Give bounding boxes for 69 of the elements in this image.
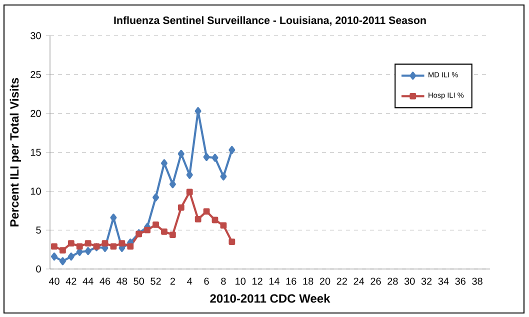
x-tick-label: 38 bbox=[472, 278, 482, 285]
point bbox=[127, 243, 134, 250]
point bbox=[160, 159, 168, 168]
x-tick-label: 44 bbox=[82, 278, 94, 285]
point bbox=[76, 243, 83, 250]
point bbox=[118, 240, 126, 247]
x-tick-label: 26 bbox=[370, 278, 381, 285]
x-tick-label: 40 bbox=[48, 278, 60, 285]
chart-title: Influenza Sentinel Surveillance - Louisiana, 2010-2011 Season bbox=[114, 16, 426, 26]
point bbox=[169, 232, 176, 238]
point bbox=[110, 243, 117, 250]
y-tick-label: 20 bbox=[30, 110, 41, 117]
point bbox=[59, 247, 66, 254]
x-tick-label: 4 bbox=[187, 278, 192, 285]
x-tick-label: 6 bbox=[204, 278, 209, 285]
point bbox=[228, 238, 236, 245]
point bbox=[84, 247, 92, 256]
point bbox=[228, 146, 236, 154]
x-tick-label: 48 bbox=[116, 278, 128, 285]
point bbox=[220, 172, 227, 180]
point bbox=[152, 221, 159, 228]
x-tick-label: 16 bbox=[286, 278, 296, 285]
point bbox=[51, 243, 58, 250]
point bbox=[102, 240, 108, 247]
x-tick-label: 32 bbox=[421, 278, 432, 285]
point bbox=[186, 188, 193, 196]
point bbox=[212, 154, 218, 162]
point bbox=[220, 222, 227, 229]
point bbox=[110, 214, 117, 222]
point bbox=[203, 152, 210, 161]
point bbox=[68, 240, 74, 247]
point bbox=[84, 240, 92, 247]
x-tick-label: 50 bbox=[134, 278, 144, 285]
x-axis-title: 2010-2011 CDC Week bbox=[210, 294, 330, 303]
x-tick-label: 18 bbox=[303, 278, 314, 285]
y-tick-label: 25 bbox=[30, 71, 41, 78]
y-tick-label: 30 bbox=[30, 32, 41, 40]
x-tick-label: 20 bbox=[320, 278, 330, 285]
x-tick-label: 12 bbox=[252, 278, 262, 285]
point bbox=[178, 204, 184, 211]
point bbox=[212, 216, 218, 224]
x-tick-label: 24 bbox=[354, 278, 364, 285]
x-tick-label: 36 bbox=[455, 278, 466, 285]
point bbox=[178, 150, 184, 158]
x-tick-label: 42 bbox=[66, 278, 76, 285]
point bbox=[203, 208, 210, 215]
x-tick-label: 22 bbox=[336, 278, 347, 285]
y-tick-label: 10 bbox=[30, 188, 41, 195]
x-tick-label: 52 bbox=[150, 278, 161, 285]
point bbox=[152, 193, 160, 202]
point bbox=[144, 226, 151, 234]
y-axis-title: Percent ILI per Total Visits bbox=[10, 78, 22, 226]
y-tick-label: 15 bbox=[30, 148, 41, 156]
x-tick-label: 46 bbox=[100, 278, 110, 285]
x-tick-label: 2 bbox=[170, 278, 175, 285]
x-tick-label: 30 bbox=[404, 278, 415, 285]
y-tick-label: 5 bbox=[36, 226, 41, 234]
point bbox=[59, 257, 66, 266]
y-tick-label: 0 bbox=[36, 265, 41, 273]
point bbox=[194, 216, 202, 222]
point bbox=[161, 228, 168, 235]
x-tick-label: 14 bbox=[269, 278, 280, 285]
point bbox=[50, 252, 58, 261]
x-tick-label: 28 bbox=[388, 278, 398, 285]
point bbox=[68, 252, 74, 261]
x-tick-label: 10 bbox=[236, 278, 246, 285]
point bbox=[169, 180, 176, 188]
x-tick-label: 8 bbox=[221, 278, 226, 285]
x-tick-label: 34 bbox=[438, 278, 449, 285]
